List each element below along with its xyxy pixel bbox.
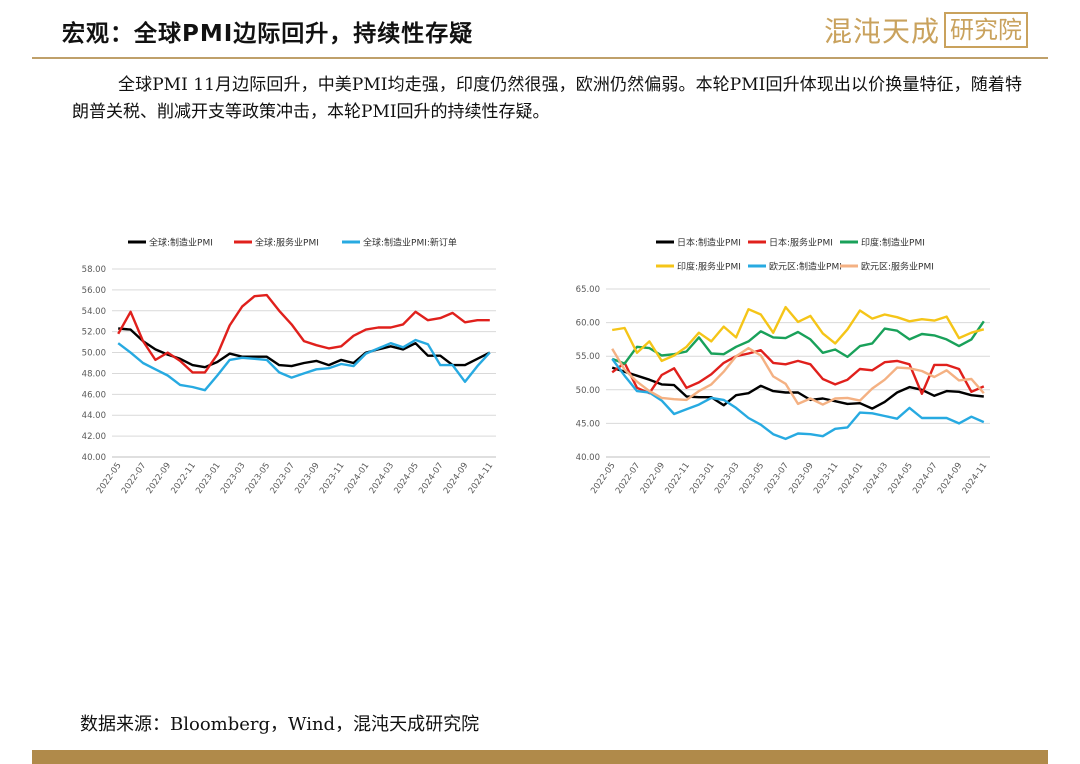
- y-tick-label: 55.00: [576, 352, 600, 362]
- y-tick-label: 48.00: [82, 369, 106, 379]
- page-title: 宏观：全球PMI边际回升，持续性存疑: [62, 21, 474, 47]
- legend-label: 印度:服务业PMI: [677, 261, 741, 273]
- legend-label: 全球:制造业PMI:新订单: [363, 237, 457, 249]
- data-source-note: 数据来源：Bloomberg，Wind，混沌天成研究院: [80, 714, 480, 735]
- intro-paragraph: 全球PMI 11月边际回升，中美PMI均走强，印度仍然很强，欧洲仍然偏弱。本轮P…: [72, 75, 1022, 122]
- y-tick-label: 45.00: [576, 419, 600, 429]
- y-tick-label: 56.00: [82, 286, 106, 296]
- legend-label: 欧元区:服务业PMI: [861, 261, 934, 273]
- series-line: [117, 293, 490, 374]
- y-tick-label: 60.00: [576, 319, 600, 329]
- y-tick-label: 46.00: [82, 390, 106, 400]
- y-tick-label: 54.00: [82, 307, 106, 317]
- y-tick-label: 40.00: [576, 453, 600, 463]
- y-tick-label: 42.00: [82, 432, 106, 442]
- series-line: [117, 338, 491, 392]
- legend-label: 印度:制造业PMI: [861, 237, 925, 249]
- y-tick-label: 65.00: [576, 285, 600, 295]
- brand-logo: 混沌天成 研究院: [824, 10, 1028, 50]
- legend-label: 日本:服务业PMI: [769, 237, 833, 249]
- series-line: [612, 305, 985, 363]
- y-tick-label: 50.00: [576, 386, 600, 396]
- series-line: [118, 327, 491, 369]
- x-tick-label: 2024-11: [467, 461, 496, 496]
- legend-label: 欧元区:制造业PMI: [769, 261, 842, 273]
- logo-box-text: 研究院: [944, 12, 1028, 48]
- legend-label: 日本:制造业PMI: [677, 237, 741, 249]
- chart-svg: 40.00 42.00 44.00 46.00 48.00 50.00 52.00 54.00…: [82, 237, 496, 496]
- legend-label: 全球:制造业PMI: [149, 237, 213, 249]
- y-tick-label: 52.00: [82, 328, 106, 338]
- y-tick-label: 50.00: [82, 349, 106, 359]
- global-pmi-chart: 40.00 42.00 44.00 46.00 48.00 50.00 52.00 54.00…: [70, 225, 510, 519]
- series-line: [611, 366, 984, 410]
- footer-bar: [32, 750, 1048, 764]
- x-tick-label: 2024-11: [961, 461, 990, 496]
- header-divider: [32, 57, 1048, 59]
- y-tick-label: 58.00: [82, 265, 106, 275]
- series-line: [611, 346, 985, 406]
- chart-svg: 40.0045.0050.0055.0060.0065.002022-05202…: [576, 237, 990, 496]
- series-line: [611, 348, 985, 396]
- regional-pmi-chart: 40.00 45.00 50.00 55.00 60.00 65.00 2022-05 202…: [570, 225, 1010, 519]
- y-tick-label: 40.00: [82, 453, 106, 463]
- logo-text: 混沌天成: [823, 15, 940, 48]
- y-tick-label: 44.00: [82, 411, 106, 421]
- legend-label: 全球:服务业PMI: [255, 237, 319, 249]
- series-line: [611, 358, 985, 441]
